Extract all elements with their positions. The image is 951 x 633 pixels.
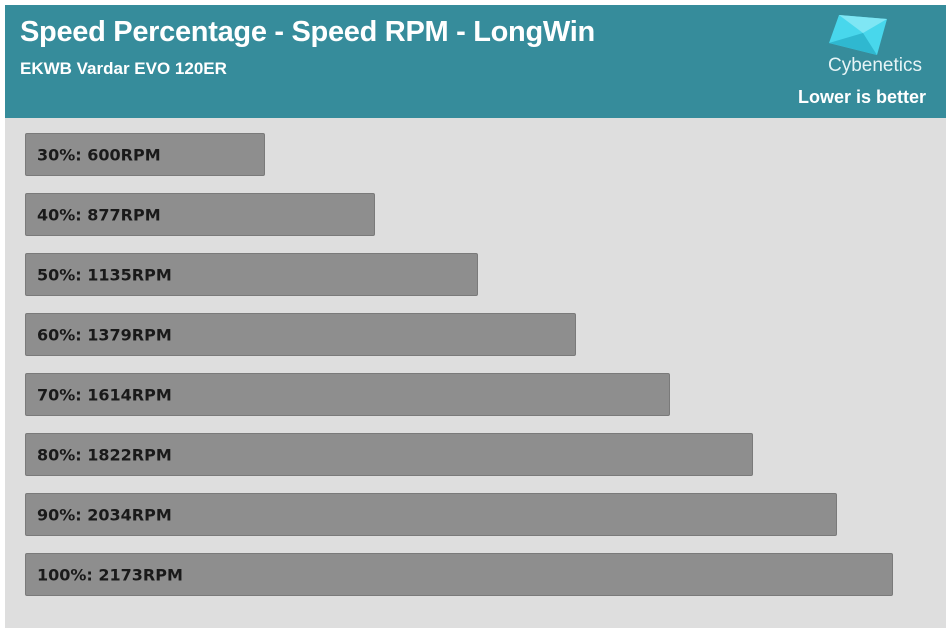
bar: 40%: 877RPM <box>25 193 375 236</box>
bar: 90%: 2034RPM <box>25 493 837 536</box>
chart-subtitle: EKWB Vardar EVO 120ER <box>20 59 227 78</box>
bar-label: 30%: 600RPM <box>37 145 161 164</box>
bar: 70%: 1614RPM <box>25 373 670 416</box>
bar: 60%: 1379RPM <box>25 313 576 356</box>
lower-is-better-note: Lower is better <box>797 87 926 107</box>
chart-title: Speed Percentage - Speed RPM - LongWin <box>20 16 595 48</box>
bar-label: 80%: 1822RPM <box>37 445 172 464</box>
brand-name: Cybenetics <box>828 55 922 76</box>
bar: 50%: 1135RPM <box>25 253 478 296</box>
cybenetics-logo-icon <box>829 15 887 55</box>
bar-label: 50%: 1135RPM <box>37 265 172 284</box>
bar: 100%: 2173RPM <box>25 553 893 596</box>
chart-frame: Speed Percentage - Speed RPM - LongWin E… <box>5 5 946 628</box>
bar: 30%: 600RPM <box>25 133 265 176</box>
bar-label: 100%: 2173RPM <box>37 565 183 584</box>
bar-label: 70%: 1614RPM <box>37 385 172 404</box>
chart-header: Speed Percentage - Speed RPM - LongWin E… <box>5 5 946 118</box>
bar: 80%: 1822RPM <box>25 433 753 476</box>
bar-label: 60%: 1379RPM <box>37 325 172 344</box>
plot-area: 30%: 600RPM 40%: 877RPM 50%: 1135RPM 60%: 1… <box>25 133 925 603</box>
bar-label: 90%: 2034RPM <box>37 505 172 524</box>
bar-label: 40%: 877RPM <box>37 205 161 224</box>
